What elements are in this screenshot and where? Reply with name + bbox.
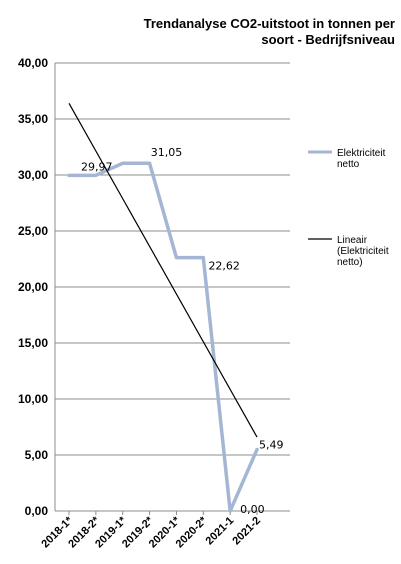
data-labels: 29,97 31,05 22,62 0,00 5,49	[81, 146, 284, 516]
chart-title-line-1: Trendanalyse CO2-uitstoot in tonnen per	[144, 16, 395, 31]
y-tick-label: 20,00	[18, 280, 48, 294]
data-point	[121, 161, 125, 165]
legend-label-elektriciteit-netto: Elektriciteit	[337, 148, 386, 159]
data-point	[94, 173, 98, 177]
data-label: 22,62	[208, 260, 240, 273]
data-point	[148, 161, 152, 165]
legend-label-lineair: Lineair	[337, 235, 368, 246]
legend-label-lineair: netto)	[337, 257, 363, 268]
y-tick-label: 40,00	[18, 56, 48, 70]
data-point	[255, 448, 259, 452]
axes	[54, 63, 290, 515]
series-line-elektriciteit-netto	[67, 161, 259, 513]
y-tick-label: 0,00	[25, 504, 49, 518]
chart-title-line-2: soort - Bedrijfsniveau	[261, 32, 395, 47]
trendline-lineair	[68, 103, 258, 438]
data-point	[228, 509, 232, 513]
data-label: 31,05	[151, 146, 183, 159]
data-label: 5,49	[259, 439, 284, 452]
y-tick-label: 30,00	[18, 168, 48, 182]
data-label: 29,97	[81, 160, 113, 173]
legend-label-lineair: (Elektriciteit	[337, 246, 389, 257]
data-point	[67, 173, 71, 177]
data-point	[174, 256, 178, 260]
legend-label-elektriciteit-netto: netto	[337, 159, 360, 170]
y-tick-label: 25,00	[18, 224, 48, 238]
y-tick-label: 5,00	[25, 448, 49, 462]
y-tick-label: 10,00	[18, 392, 48, 406]
y-axis-tick-labels: 0,00 5,00 10,00 15,00 20,00 25,00 30,00 35,00 40…	[18, 56, 48, 518]
data-point	[201, 256, 205, 260]
data-series	[67, 103, 259, 513]
data-label: 0,00	[240, 503, 265, 516]
y-tick-label: 15,00	[18, 336, 48, 350]
y-tick-label: 35,00	[18, 112, 48, 126]
